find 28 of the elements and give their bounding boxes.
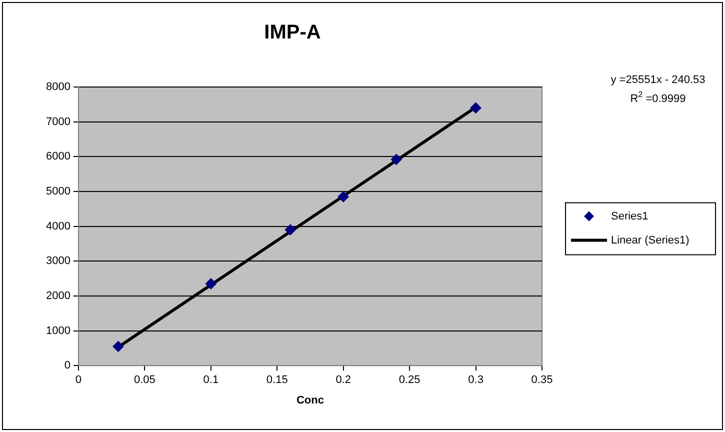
text: y =25551x - 240.53 xyxy=(610,74,706,86)
legend-label: Series1 xyxy=(611,210,648,222)
y-tick-label: 4000 xyxy=(46,220,70,232)
y-tick-label: 3000 xyxy=(46,255,70,268)
y-tick-label: 7000 xyxy=(46,116,70,128)
y-tick-label: 5000 xyxy=(46,186,70,198)
point xyxy=(112,340,124,352)
x-tick-label: 0.1 xyxy=(203,374,219,386)
x-tick-label: 0.35 xyxy=(531,374,553,386)
y-tick-label: 2000 xyxy=(46,290,70,302)
y-tick-label: 1000 xyxy=(46,324,70,337)
y-tick-label: 8000 xyxy=(46,81,70,94)
point xyxy=(390,154,402,165)
point xyxy=(470,102,482,114)
point xyxy=(338,191,349,202)
x-tick-label: 0 xyxy=(75,374,82,386)
y-tick-label: 0 xyxy=(64,360,70,372)
x-tick-label: 0.2 xyxy=(336,374,351,386)
x-tick-label: 0.25 xyxy=(398,374,420,386)
legend-label: Linear (Series1) xyxy=(611,234,690,246)
x-tick-label: 0.3 xyxy=(468,374,484,386)
x-tick-label: 0.05 xyxy=(134,374,156,386)
y-tick-label: 6000 xyxy=(46,150,70,163)
point xyxy=(205,278,216,290)
chart-title: IMP-A xyxy=(264,22,321,44)
point xyxy=(284,224,296,236)
x-tick-label: 0.15 xyxy=(266,374,288,386)
x-axis-title: Conc xyxy=(296,394,324,406)
